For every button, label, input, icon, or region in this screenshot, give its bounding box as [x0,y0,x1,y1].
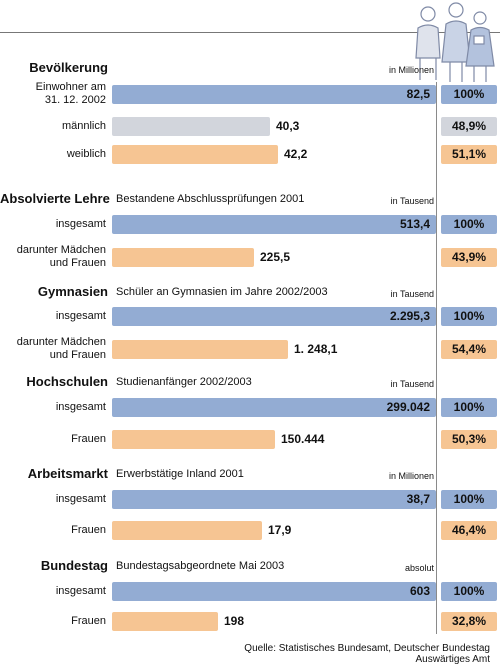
bar [112,340,288,359]
section-title: Arbeitsmarkt [27,466,108,481]
section-unit: in Millionen [388,65,434,75]
section-title: Bevölkerung [29,60,108,75]
section-title: Absolvierte Lehre [0,191,110,206]
percent-badge: 46,4% [441,521,497,540]
percent-badge: 51,1% [441,145,497,164]
percent-badge: 100% [441,582,497,601]
bar [112,430,275,449]
section-title: Gymnasien [37,284,108,299]
bar [112,612,218,631]
percent-badge: 100% [441,398,497,417]
row-label: Frauen [71,524,106,536]
bar [112,248,254,267]
value-label: 1. 248,1 [294,342,338,356]
value-label: 82,5 [406,87,430,101]
value-label: 513,4 [399,217,430,231]
row-label: darunter Mädchen und Frauen [16,244,106,269]
percent-badge: 48,9% [441,117,497,136]
bar [112,307,436,326]
percent-badge: 54,4% [441,340,497,359]
row-label: insgesamt [55,585,106,597]
percent-badge: 100% [441,85,497,104]
value-label: 299.042 [386,400,430,414]
row-label: Frauen [71,433,106,445]
section-subtitle: Erwerbstätige Inland 2001 [116,468,244,480]
percent-badge: 100% [441,307,497,326]
value-label: 2.295,3 [389,309,430,323]
row-label: männlich [61,120,106,132]
percent-badge: 43,9% [441,248,497,267]
section-unit: in Tausend [390,196,434,206]
section-unit: in Tausend [390,379,434,389]
bar [112,582,436,601]
value-label: 38,7 [406,492,430,506]
section-unit: absolut [404,563,434,573]
divider-line [436,82,437,634]
value-label: 603 [409,584,430,598]
value-label: 225,5 [260,250,291,264]
people-illustration-icon [415,2,495,82]
row-label: weiblich [66,148,106,160]
row-label: insgesamt [55,310,106,322]
section-subtitle: Studienanfänger 2002/2003 [116,376,252,388]
row-label: Frauen [71,615,106,627]
source-note: Quelle: Statistisches Bundesamt, Deutsch… [244,643,490,665]
row-label: darunter Mädchen und Frauen [16,336,106,361]
section-title: Hochschulen [26,374,108,389]
section-unit: in Millionen [388,471,434,481]
bar [112,521,262,540]
percent-badge: 50,3% [441,430,497,449]
row-label: insgesamt [55,218,106,230]
section-subtitle: Bundestagsabgeordnete Mai 2003 [116,560,285,572]
bar [112,145,278,164]
row-label: insgesamt [55,401,106,413]
top-rule [0,32,500,33]
source-text: Quelle: Statistisches Bundesamt, Deutsch… [244,643,490,665]
value-label: 17,9 [268,523,292,537]
percent-badge: 32,8% [441,612,497,631]
value-label: 42,2 [284,147,308,161]
percent-badge: 100% [441,490,497,509]
row-label: Einwohner am 31. 12. 2002 [35,81,106,106]
bar [112,117,270,136]
section-title: Bundestag [40,558,108,573]
row-label: insgesamt [55,493,106,505]
section-subtitle: Schüler an Gymnasien im Jahre 2002/2003 [116,286,328,298]
value-label: 198 [224,614,245,628]
value-label: 40,3 [276,119,300,133]
bar [112,215,436,234]
value-label: 150.444 [281,432,325,446]
bar [112,398,436,417]
bar [112,85,436,104]
section-unit: in Tausend [390,289,434,299]
section-subtitle: Bestandene Abschlussprüfungen 2001 [116,193,305,205]
bar [112,490,436,509]
percent-badge: 100% [441,215,497,234]
